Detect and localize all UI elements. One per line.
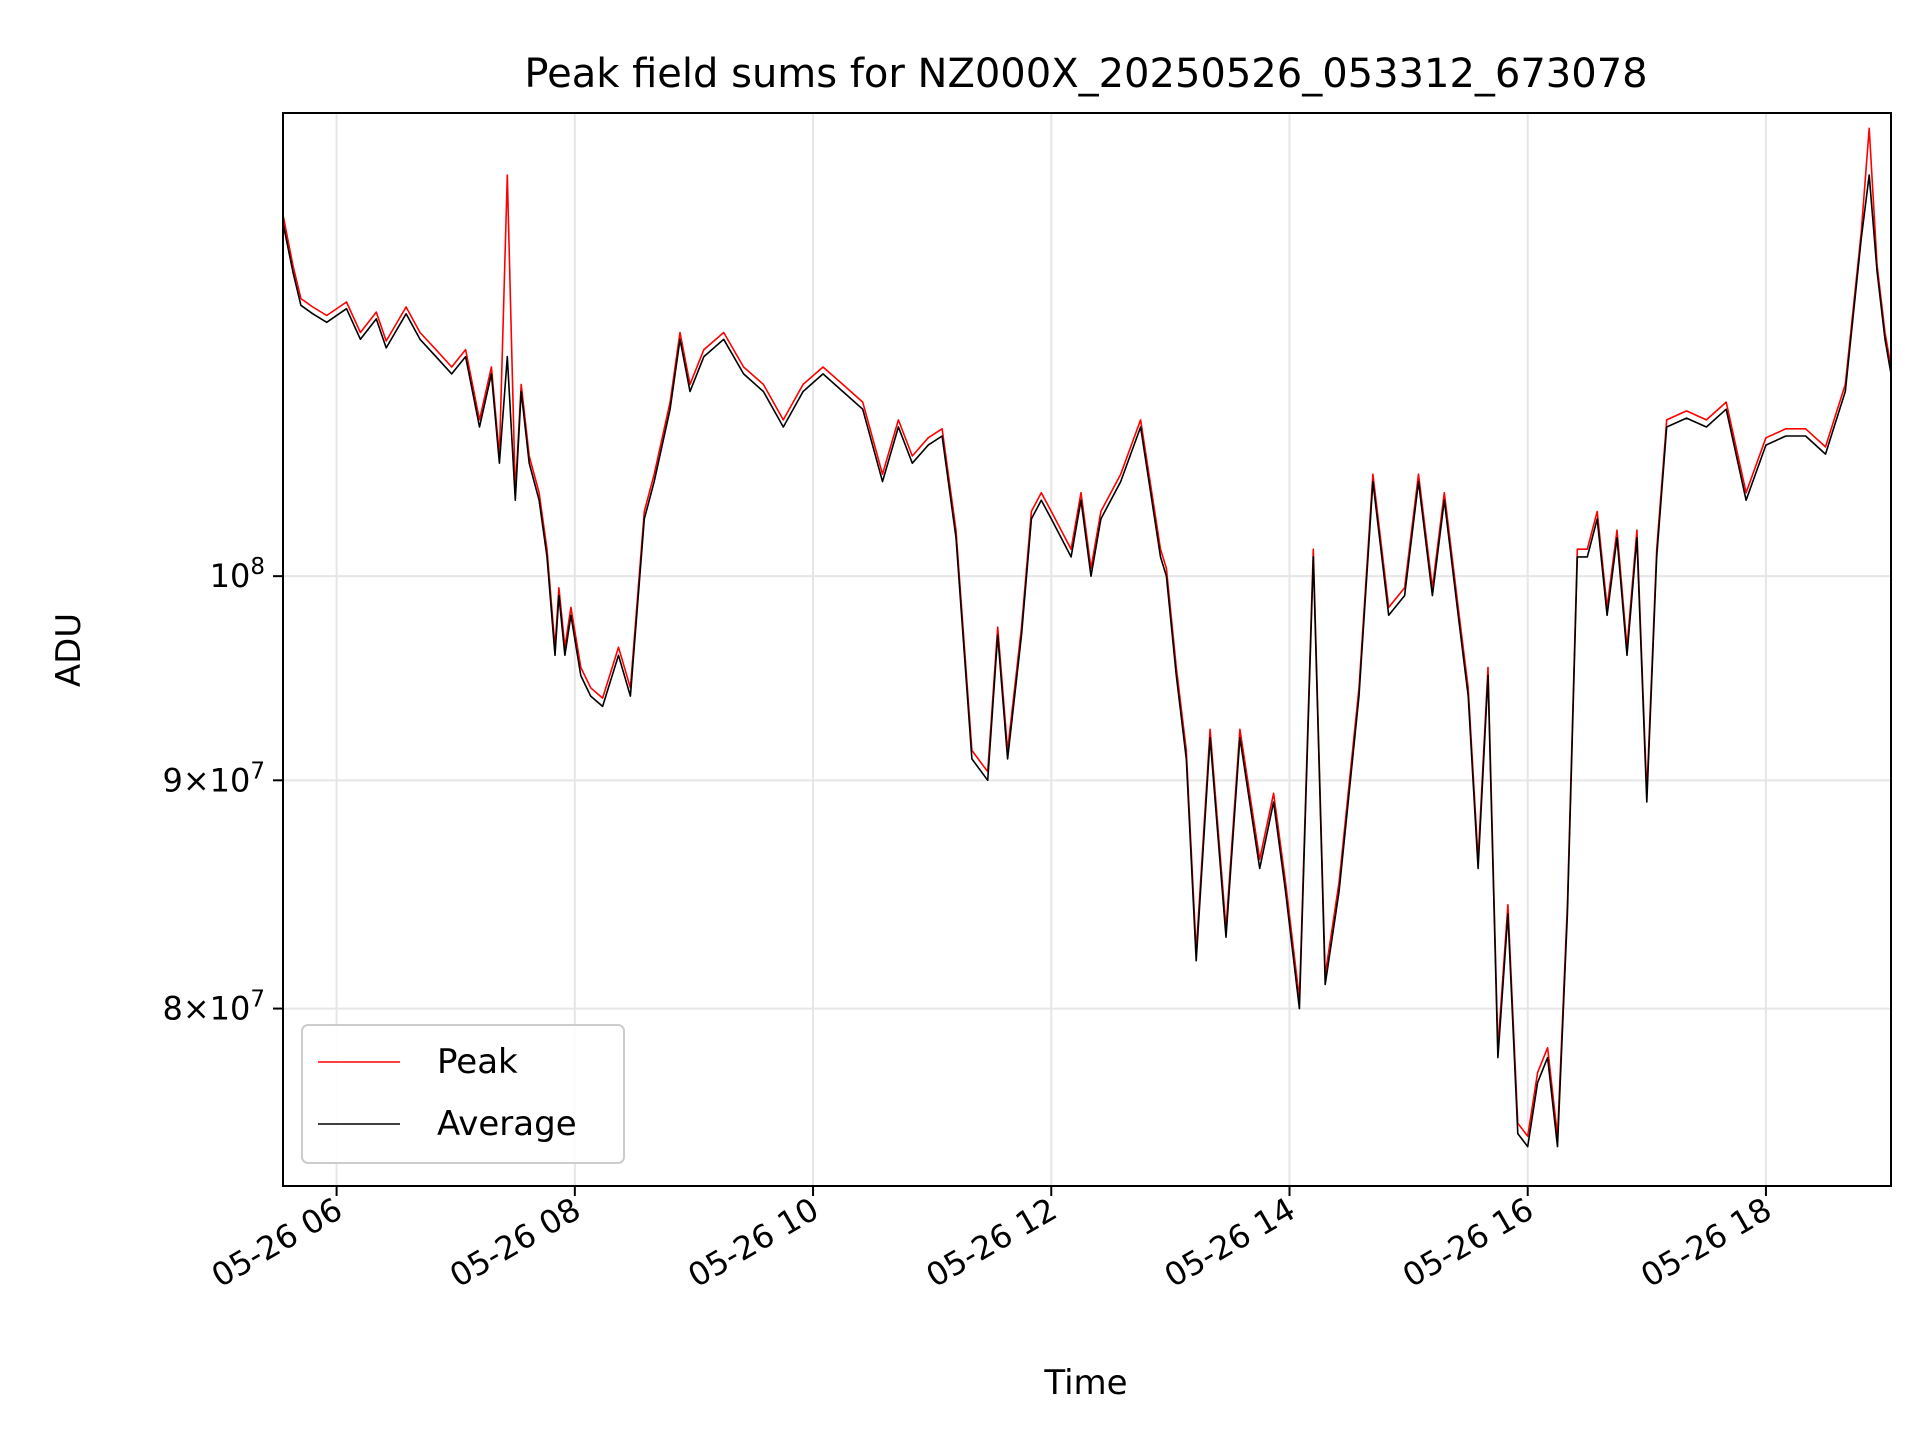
average-series-line (283, 174, 1891, 1148)
y-axis-label: ADU (49, 613, 89, 687)
y-axis-ticks: 8×107 9×107 108 (162, 554, 283, 1028)
y-tick-label: 8×107 (162, 987, 265, 1028)
legend: Peak Average (301, 1024, 625, 1164)
y-tick-label: 108 (210, 554, 265, 595)
y-tick-label: 9×107 (162, 758, 265, 799)
legend-box (301, 1024, 625, 1164)
grid-lines (283, 113, 1891, 1186)
legend-label-peak: Peak (437, 1042, 518, 1082)
chart-title: Peak field sums for NZ000X_20250526_0533… (524, 51, 1647, 97)
series-layer (283, 127, 1891, 1148)
plot-frame (282, 112, 1892, 1187)
x-axis-label: Time (1043, 1363, 1127, 1403)
legend-label-average: Average (437, 1104, 577, 1144)
